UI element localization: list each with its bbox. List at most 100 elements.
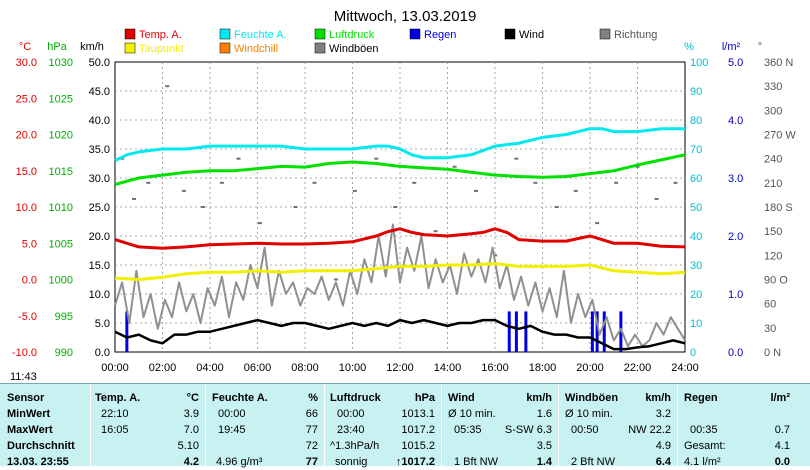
- separator: [324, 384, 325, 466]
- tick-rain-1: 4.0: [728, 115, 743, 127]
- chart-legend: Temp. A. Feuchte A. Luftdruck Regen Wind Rich…: [124, 28, 657, 55]
- direction-point-29: [673, 181, 678, 184]
- axis-labels: °C hPa km/h% l/m² °: [19, 41, 762, 53]
- tick-temp-3: 15.0: [16, 166, 37, 178]
- tick-x-1: 02:00: [149, 362, 177, 374]
- tick-rain-4: 1.0: [728, 289, 743, 301]
- direction-point-26: [614, 181, 619, 184]
- direction-point-5: [200, 206, 205, 208]
- stats-wind-column: Wind km/h Ø 10 min. 1.6 05:35 S-SW 6.3 3.5 …: [442, 384, 558, 468]
- tick-x-4: 08:00: [291, 362, 319, 374]
- humidity-unit: %: [308, 392, 318, 404]
- tick-wind-9: 5.0: [95, 318, 110, 330]
- tick-humidity-10: 0: [690, 347, 696, 359]
- avg-label: Durchschnitt: [7, 440, 75, 452]
- gusts-line: [114, 223, 686, 348]
- tick-humidity-9: 10: [690, 318, 702, 330]
- rain-unit: l/m²: [770, 392, 790, 404]
- tick-temp-5: 5.0: [22, 238, 37, 250]
- tick-humidity-6: 40: [690, 231, 702, 243]
- chart-grid: [114, 61, 686, 353]
- stats-temp-column: Temp. A. °C 22:10 3.9 16:05 7.0 5.10 4.2: [91, 384, 205, 468]
- legend-label-8: Windböen: [329, 43, 379, 55]
- stats-humidity-column: Feuchte A.% 00:00 66 19:45 77 72 4.96 g/m³…: [206, 384, 324, 468]
- tick-humidity-1: 90: [690, 86, 702, 98]
- direction-point-8: [257, 222, 262, 225]
- rain-total-value: 4.1: [774, 440, 790, 452]
- tick-rain-2: 3.0: [728, 173, 743, 185]
- legend-swatch-8: [314, 42, 326, 54]
- separator: [205, 384, 206, 466]
- humidity-min-value: 66: [305, 408, 318, 420]
- tick-humidity-0: 100: [690, 57, 708, 69]
- rain-max-value: 0.7: [774, 424, 790, 436]
- tick-x-7: 14:00: [434, 362, 462, 374]
- tick-direction-11: 30: [764, 323, 776, 335]
- legend-swatch-3: [409, 28, 421, 40]
- direction-point-7: [236, 157, 241, 160]
- tick-wind-3: 35.0: [89, 144, 110, 156]
- pressure-min-value: 1013.1: [401, 408, 435, 420]
- tick-direction-10: 60: [764, 299, 776, 311]
- tick-direction-8: 120: [764, 250, 782, 262]
- stats-rain-column: Regen l/m² 00:35 0.7 Gesamt: 4.1 4.1 l/m² 0.…: [678, 384, 796, 468]
- dewpoint-line: [114, 262, 686, 281]
- tick-humidity-5: 50: [690, 202, 702, 214]
- wind-header: Wind: [448, 392, 475, 404]
- tick-x-5: 10:00: [339, 362, 367, 374]
- gusts-avg-value: 4.9: [655, 440, 671, 452]
- rain-bar-3: [524, 311, 528, 352]
- pressure-forecast: sonnig: [335, 456, 368, 468]
- direction-point-3: [165, 85, 170, 88]
- tick-direction-4: 240: [764, 154, 782, 166]
- legend-label-2: Luftdruck: [329, 29, 375, 41]
- wind-avg-value: 3.5: [536, 440, 552, 452]
- tick-x-2: 04:00: [196, 362, 224, 374]
- rain-now-label: 4.1 l/m²: [684, 456, 721, 468]
- humidity-absolute: 4.96 g/m³: [216, 456, 263, 468]
- tick-x-0: 00:00: [101, 362, 129, 374]
- axis-unit-temp: °C: [19, 41, 31, 53]
- tick-x-11: 22:00: [624, 362, 652, 374]
- gusts-max-value: NW 22.2: [628, 424, 671, 436]
- tick-wind-0: 50.0: [89, 57, 110, 69]
- rain-bar-0: [125, 311, 129, 352]
- min-label: MinWert: [7, 408, 51, 420]
- legend-label-6: Taupunkt: [139, 43, 184, 55]
- temp-header: Temp. A.: [95, 392, 141, 404]
- tick-x-12: 24:00: [671, 362, 699, 374]
- tick-temp-7: -5.0: [18, 311, 37, 323]
- rain-total-label: Gesamt:: [684, 440, 726, 452]
- tick-wind-8: 10.0: [89, 289, 110, 301]
- legend-swatch-2: [314, 28, 326, 40]
- legend-swatch-4: [504, 28, 516, 40]
- temp-max-value: 7.0: [183, 424, 199, 436]
- humidity-max-value: 77: [305, 424, 318, 436]
- rain-bar-6: [602, 311, 606, 352]
- tick-temp-1: 25.0: [16, 93, 37, 105]
- tick-rain-3: 2.0: [728, 231, 743, 243]
- tick-pressure-7: 995: [55, 311, 73, 323]
- gusts-now-value: 6.4: [655, 456, 671, 468]
- humidity-avg-value: 72: [305, 440, 318, 452]
- direction-point-15: [393, 206, 398, 208]
- tick-direction-9: 90 O: [764, 275, 788, 287]
- direction-point-13: [352, 189, 357, 192]
- rain-bar-7: [619, 311, 623, 352]
- pressure-header: Luftdruck: [330, 392, 381, 404]
- tick-direction-12: 0 N: [764, 347, 781, 359]
- axis-unit-direction: °: [758, 41, 762, 53]
- stats-table: Sensor MinWert MaxWert Durchschnitt 13.0…: [0, 383, 810, 468]
- pressure-unit: hPa: [414, 392, 435, 404]
- wind-beaufort: 1 Bft NW: [454, 456, 499, 468]
- tick-direction-1: 330: [764, 81, 782, 93]
- temp-min-value: 3.9: [183, 408, 199, 420]
- separator: [677, 384, 678, 466]
- tick-pressure-6: 1000: [49, 275, 73, 287]
- gusts-beaufort: 2 Bft NW: [571, 456, 616, 468]
- pressure-now-value: ↑1017.2: [395, 456, 435, 468]
- direction-point-18: [452, 165, 457, 168]
- wind-now-value: 1.4: [536, 456, 552, 468]
- tick-direction-0: 360 N: [764, 57, 793, 69]
- tick-x-10: 20:00: [576, 362, 604, 374]
